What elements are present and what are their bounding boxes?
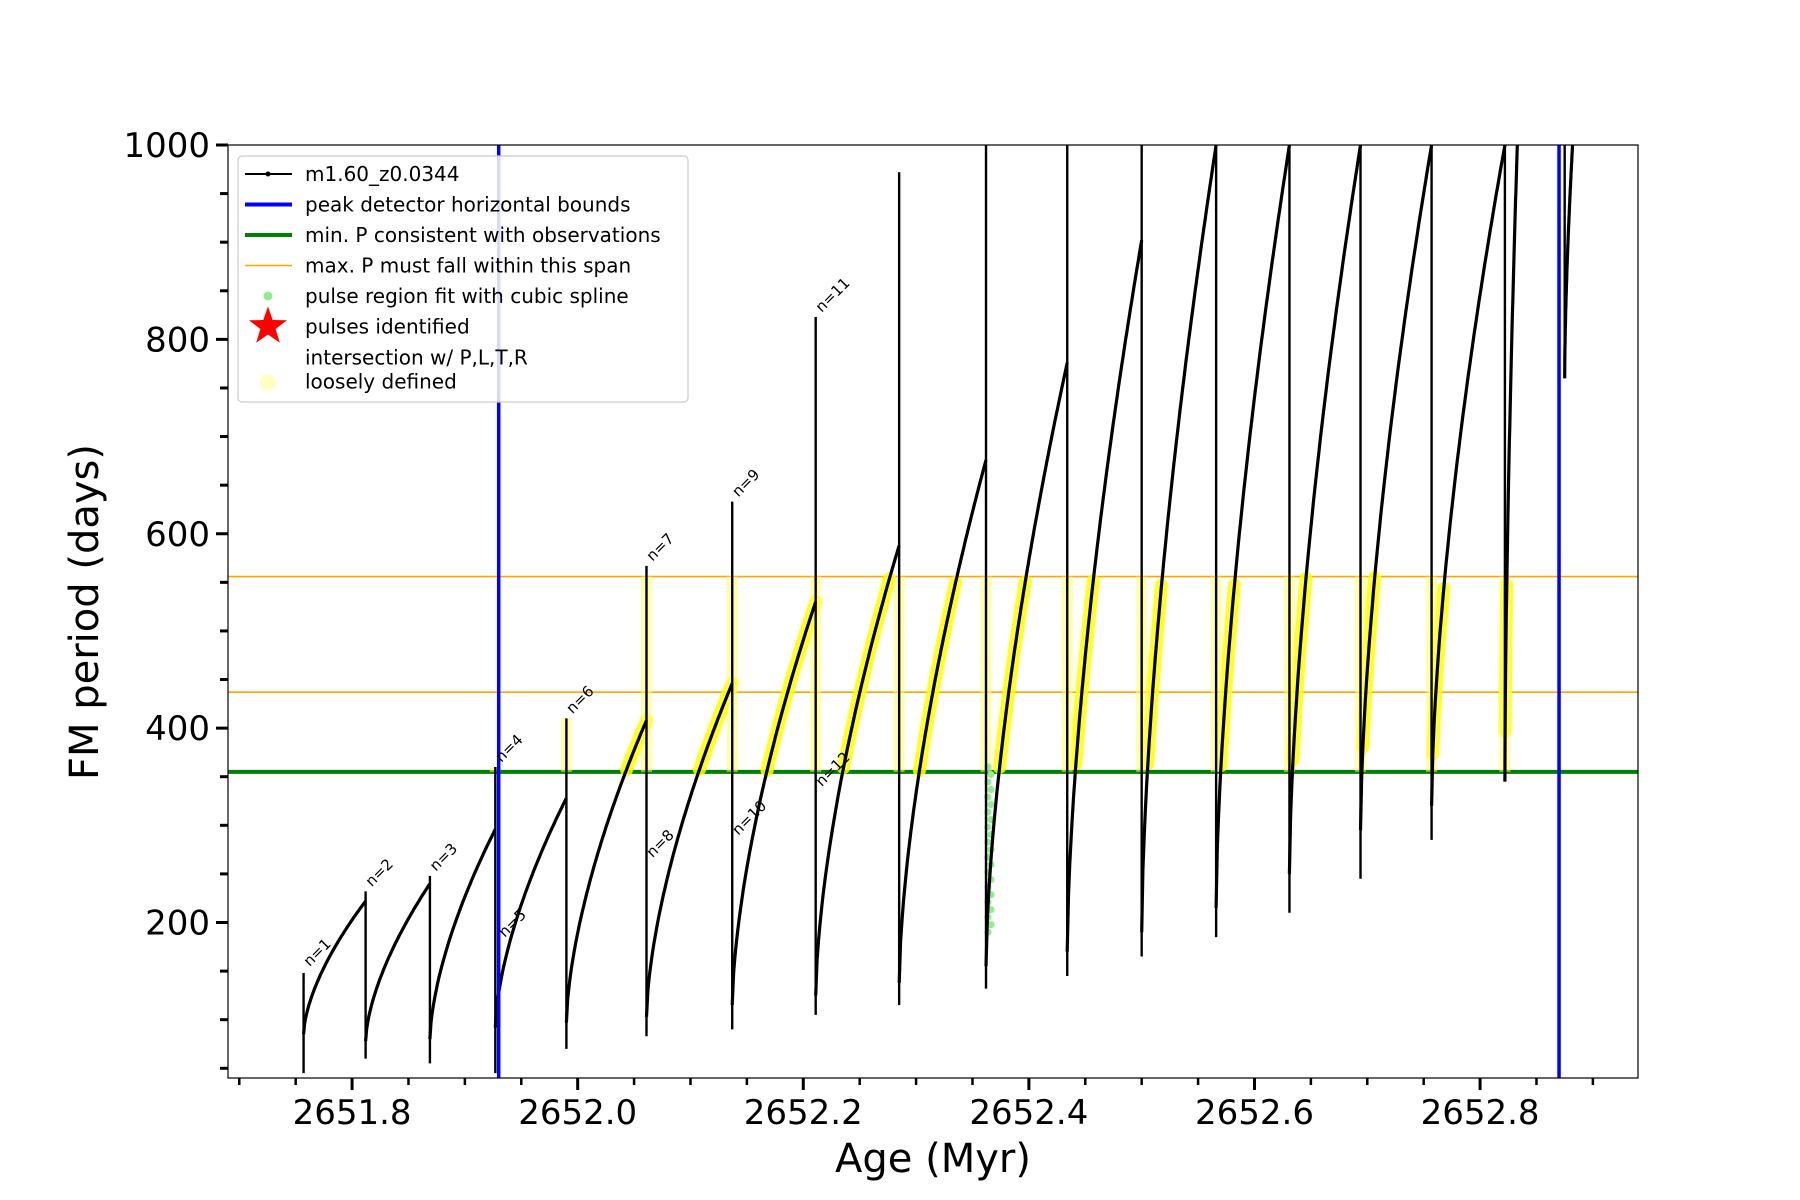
legend-label-series: m1.60_z0.0344 xyxy=(305,162,460,186)
pulse-curve-2 xyxy=(364,882,432,1042)
legend-swatch-pulses xyxy=(249,306,287,343)
spline-point xyxy=(987,800,995,809)
legend-entry-loose: intersection w/ P,L,T,R loosely defined xyxy=(260,346,528,394)
pulse-curve-18 xyxy=(1563,145,1575,379)
pulse-curve-10 xyxy=(984,362,1069,967)
legend-entry-maxp: max. P must fall within this span xyxy=(245,254,631,278)
pulse-curve-1 xyxy=(302,900,367,1035)
pulse-curve-9 xyxy=(897,459,988,983)
pulse-curve-11 xyxy=(1065,239,1144,952)
pulse-curve-7 xyxy=(730,601,818,1006)
x-tick-label-3: 2652.2 xyxy=(744,1093,863,1133)
pulse-curve-12 xyxy=(1140,145,1218,933)
spline-point xyxy=(987,785,995,794)
legend-entry-spline: pulse region fit with cubic spline xyxy=(263,284,629,308)
x-tick-label-6: 2652.8 xyxy=(1421,1093,1540,1133)
y-tick-label-4: 800 xyxy=(145,320,210,360)
legend-label-spline: pulse region fit with cubic spline xyxy=(305,284,629,308)
axes-layer: 2651.8 2652.0 2652.2 2652.4 2652.6 2652.8 200 4… xyxy=(123,126,1595,1133)
y-tick-label-3: 600 xyxy=(145,515,210,555)
legend-entry-minp: min. P consistent with observations xyxy=(245,223,661,247)
legend-label-maxp: max. P must fall within this span xyxy=(305,254,631,278)
pulse-curve-5 xyxy=(564,719,648,1023)
legend-label-minp: min. P consistent with observations xyxy=(305,223,661,247)
legend-label-loose: intersection w/ P,L,T,R loosely defined xyxy=(305,346,528,394)
x-tick-label-5: 2652.6 xyxy=(1195,1093,1314,1133)
pulse-curve-15 xyxy=(1358,145,1434,831)
fm-period-series-layer xyxy=(302,145,1575,1074)
spline-point xyxy=(987,770,995,779)
legend-label-pulses: pulses identified xyxy=(305,315,470,339)
x-axis-label: Age (Myr) xyxy=(835,1136,1031,1182)
legend-swatch-dot-series xyxy=(265,171,271,177)
pulse-curve-3 xyxy=(428,828,497,1040)
x-tick-label-4: 2652.4 xyxy=(969,1093,1088,1133)
plot-frame xyxy=(227,144,1639,1079)
legend-swatch-loose xyxy=(260,374,276,391)
pulse-curve-6 xyxy=(644,682,734,1017)
pulse-curve-16 xyxy=(1430,145,1507,806)
legend-swatch-spline xyxy=(263,291,273,301)
pulse-curve-8 xyxy=(814,544,901,996)
pulse-curve-13 xyxy=(1214,145,1291,908)
spline-point xyxy=(987,921,995,929)
x-tick-label-2: 2652.0 xyxy=(518,1093,637,1133)
y-tick-label-5: 1000 xyxy=(123,126,210,166)
pulse-curve-4 xyxy=(493,797,568,1028)
y-tick-label-1: 200 xyxy=(145,904,210,944)
y-axis-label: FM period (days) xyxy=(62,444,108,780)
legend-label-bounds: peak detector horizontal bounds xyxy=(305,193,631,217)
pulse-curve-17 xyxy=(1503,145,1519,782)
legend-entry-bounds: peak detector horizontal bounds xyxy=(245,193,631,217)
legend-entry-pulses: pulses identified xyxy=(249,306,470,343)
pulse-curve-14 xyxy=(1287,145,1363,874)
legend-box xyxy=(237,155,689,403)
y-tick-label-2: 400 xyxy=(145,709,210,749)
x-tick-label-1: 2651.8 xyxy=(293,1093,412,1133)
legend-entry-series: m1.60_z0.0344 xyxy=(245,162,460,186)
